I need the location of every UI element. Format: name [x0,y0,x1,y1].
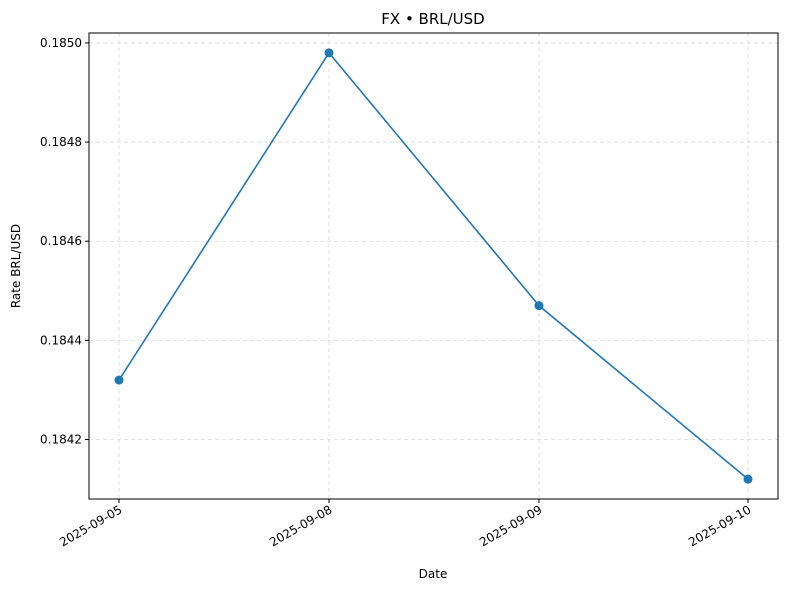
x-axis-label: Date [419,567,448,581]
y-tick-label: 0.1848 [40,135,82,149]
y-tick-label: 0.1844 [40,333,82,347]
x-axis: 2025-09-05 2025-09-08 2025-09-09 2025-09-10 [57,499,754,549]
series-line [118,51,749,480]
y-tick-label: 0.1846 [40,234,82,248]
data-point [324,48,334,58]
y-axis: 0.1842 0.1844 0.1846 0.1848 0.1850 [40,36,89,447]
data-point [114,375,124,385]
data-point [743,474,753,484]
x-tick-label: 2025-09-08 [267,502,334,549]
chart-title: FX • BRL/USD [381,10,484,28]
plot-frame [88,32,779,500]
series-brl-usd [114,48,753,484]
y-tick-label: 0.1850 [40,36,82,50]
y-tick-label: 0.1842 [40,433,82,447]
x-tick-label: 2025-09-10 [686,502,753,549]
x-tick-label: 2025-09-09 [477,502,544,549]
grid [89,33,778,499]
data-point [534,301,544,311]
y-axis-label: Rate BRL/USD [9,224,23,308]
x-tick-label: 2025-09-05 [57,502,124,549]
